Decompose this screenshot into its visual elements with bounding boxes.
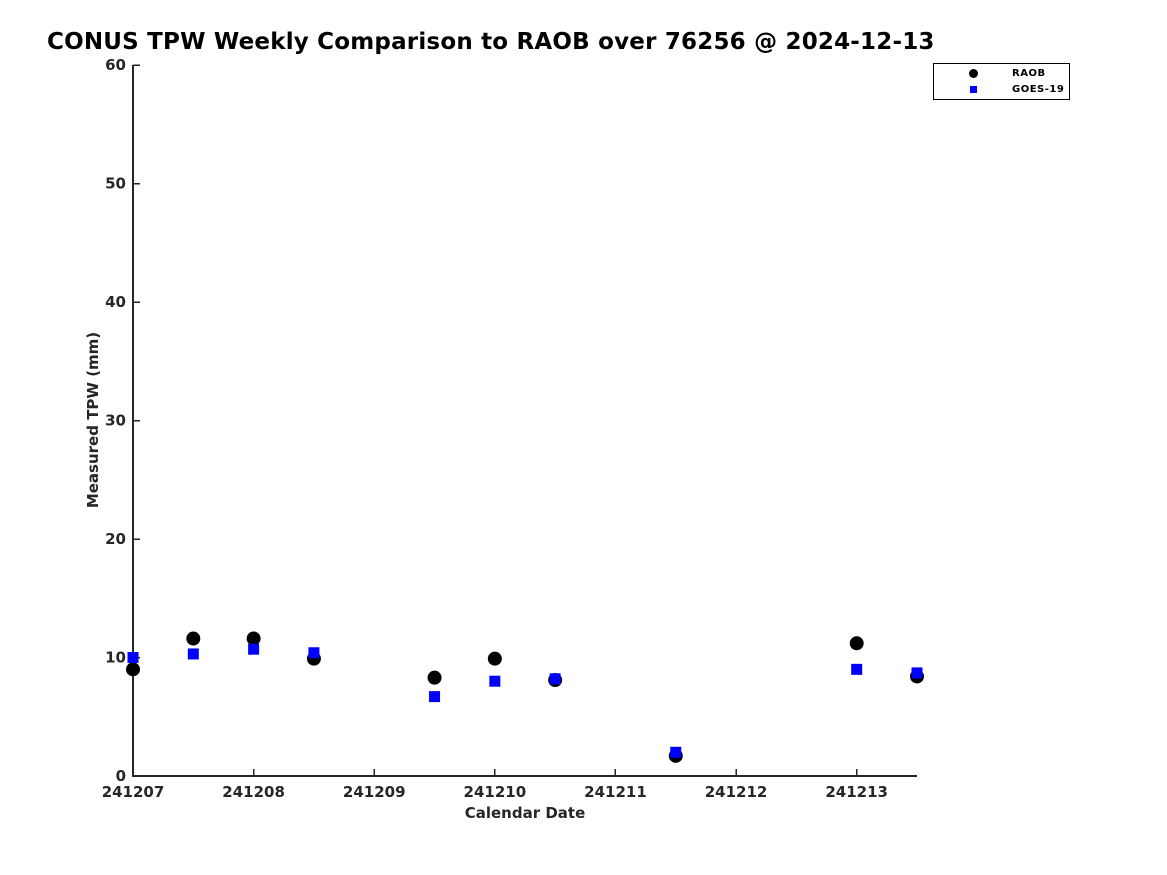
raob-marker [487,651,502,666]
y-tick-label: 40 [105,293,126,311]
raob-circle-icon [968,69,978,79]
goes-19-marker [308,647,320,659]
y-tick-label: 0 [116,767,126,785]
x-tick-label: 241207 [102,783,165,801]
goes-19-marker [851,663,863,675]
x-tick-label: 241212 [705,783,768,801]
legend-entry-raob: RAOB [934,66,1069,81]
goes-19-marker [429,691,441,703]
y-tick-label: 20 [105,530,126,548]
y-tick-label: 60 [105,56,126,74]
x-tick-label: 241213 [825,783,888,801]
y-tick-label: 30 [105,412,126,430]
x-axis-label: Calendar Date [464,804,586,822]
legend-marker-col [934,69,1012,79]
legend-label-goes-19: GOES-19 [1012,83,1065,95]
goes-19-square-icon [969,85,977,93]
chart-title: CONUS TPW Weekly Comparison to RAOB over… [47,29,935,55]
goes-19-marker [248,643,260,655]
goes-19-marker [670,746,682,758]
goes-19-marker [489,675,501,687]
goes-19-marker [911,667,923,679]
legend-entry-goes-19: GOES-19 [934,82,1069,97]
goes-19-marker [549,673,561,685]
legend-label-raob: RAOB [1012,68,1046,80]
x-tick-label: 241211 [584,783,647,801]
raob-marker [427,670,442,685]
raob-marker [849,636,864,651]
y-tick-label: 50 [105,175,126,193]
x-tick-label: 241208 [222,783,285,801]
raob-marker [126,662,140,677]
goes-19-marker [127,652,139,663]
raob-marker [186,631,201,646]
x-tick-label: 241209 [343,783,406,801]
y-axis-label: Measured TPW (mm) [84,331,102,509]
raob-marker [246,631,261,646]
goes-19-marker [187,648,199,660]
legend-marker-col [934,85,1012,93]
y-tick-label: 10 [105,649,126,667]
x-tick-label: 241210 [464,783,527,801]
legend: RAOB GOES-19 [933,63,1070,100]
